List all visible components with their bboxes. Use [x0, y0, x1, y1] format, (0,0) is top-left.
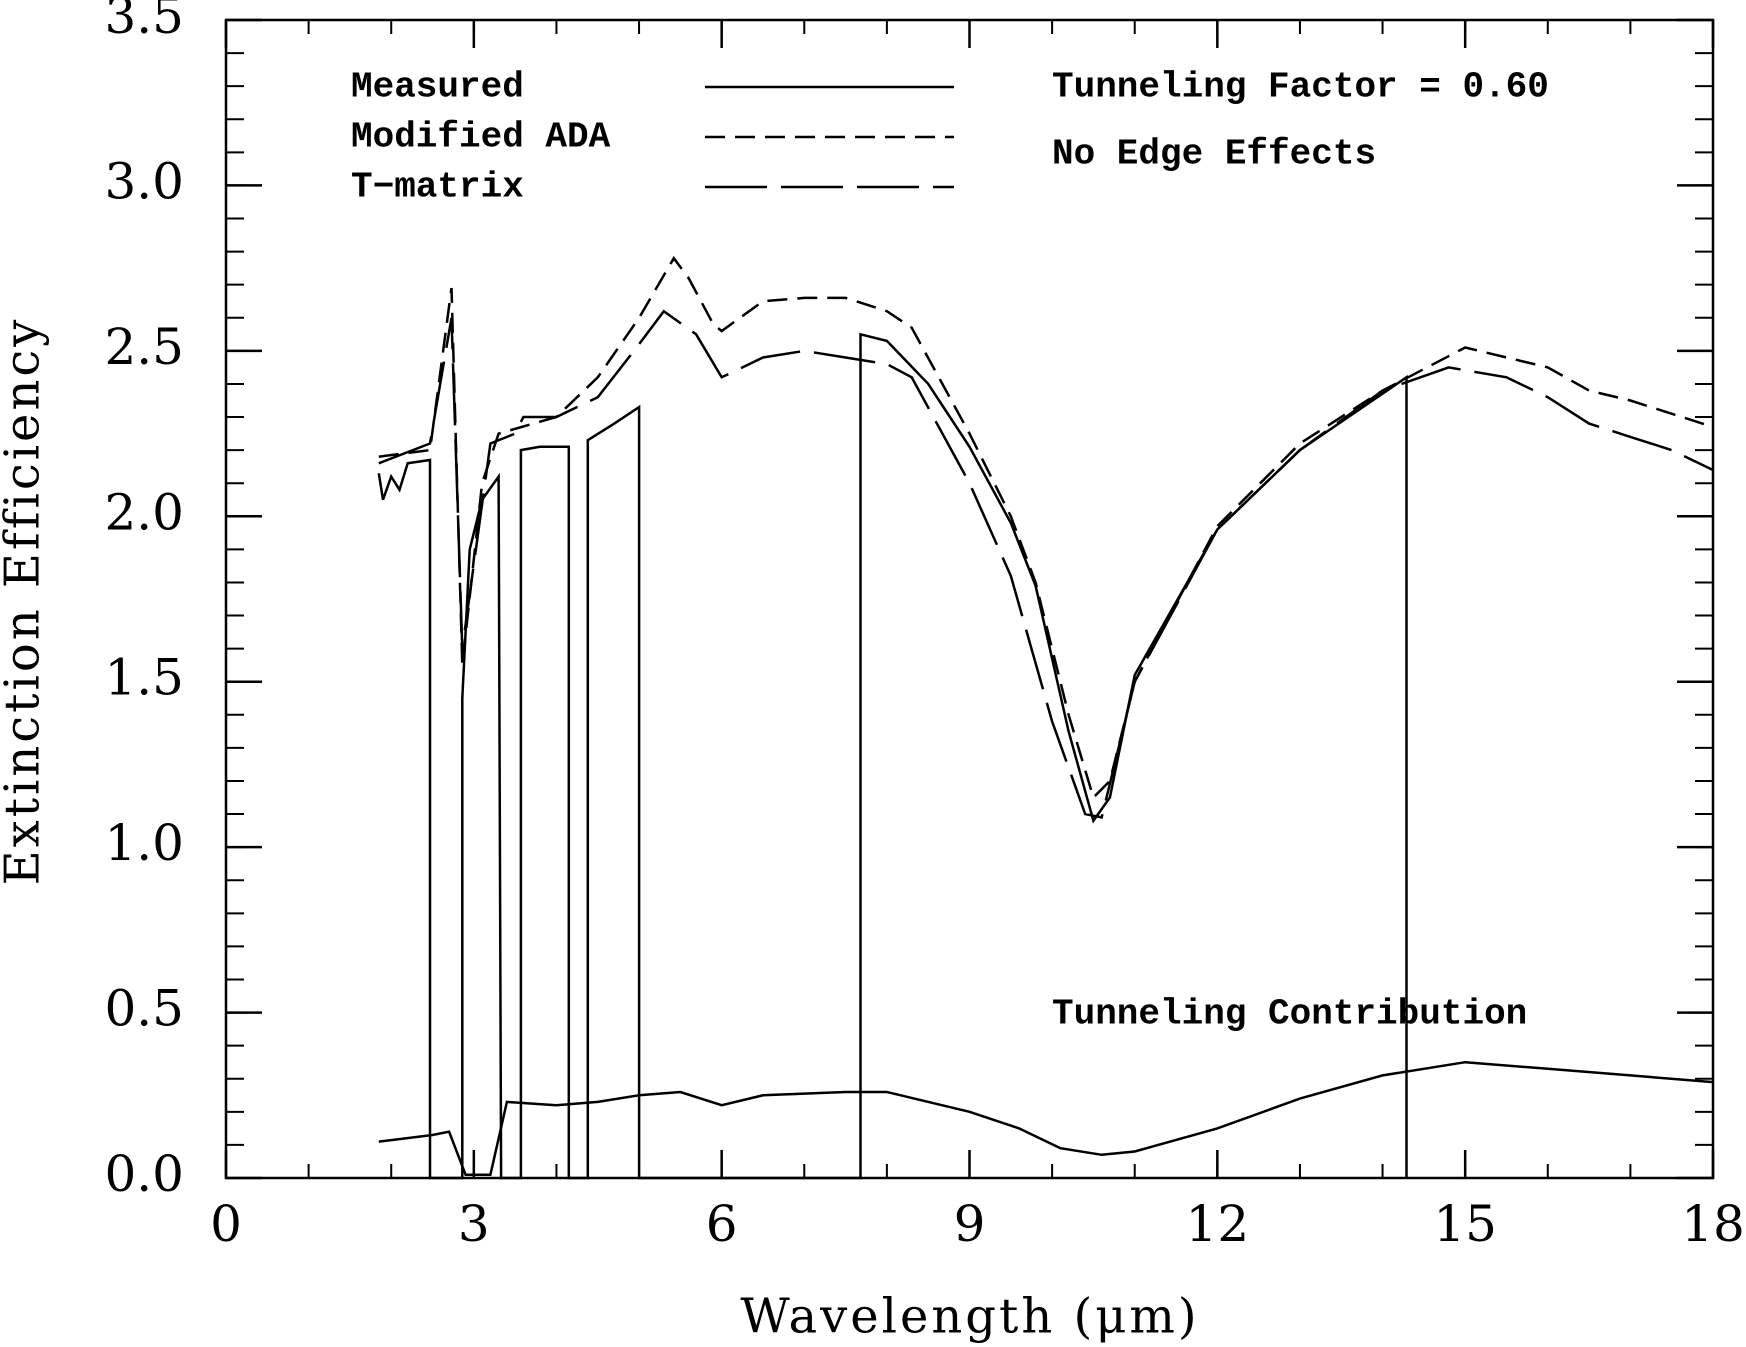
y-tick-label: 1.0: [104, 814, 184, 872]
x-axis-label: Wavelength (μm): [740, 1289, 1199, 1345]
y-tick-label: 3.0: [104, 152, 184, 210]
annotation: No Edge Effects: [1052, 134, 1376, 175]
x-tick-label: 6: [706, 1195, 738, 1253]
series-line: [378, 255, 1714, 800]
x-tick-label: 3: [458, 1195, 490, 1253]
series-line: [378, 1060, 1714, 1176]
y-tick-label: 3.5: [104, 0, 184, 45]
y-tick-label: 0.0: [104, 1145, 184, 1203]
legend-label: Measured: [351, 67, 524, 108]
x-tick-label: 0: [210, 1195, 242, 1253]
series-label: Tunneling Contribution: [1052, 994, 1527, 1035]
legend-label: T−matrix: [351, 167, 524, 208]
x-tick-label: 12: [1186, 1195, 1250, 1253]
x-tick-label: 15: [1433, 1195, 1497, 1253]
series-line: [377, 332, 1408, 1180]
annotation: Tunneling Factor = 0.60: [1052, 67, 1549, 108]
y-tick-label: 2.5: [104, 318, 184, 376]
y-tick-label: 1.5: [104, 649, 184, 707]
y-tick-label: 0.5: [104, 980, 184, 1038]
y-tick-label: 2.0: [104, 483, 184, 541]
y-axis-label: Extinction Efficiency: [0, 317, 51, 886]
x-tick-label: 9: [954, 1195, 986, 1253]
series-line: [378, 309, 1714, 819]
x-tick-label: 18: [1681, 1195, 1745, 1253]
legend-label: Modified ADA: [351, 117, 611, 158]
